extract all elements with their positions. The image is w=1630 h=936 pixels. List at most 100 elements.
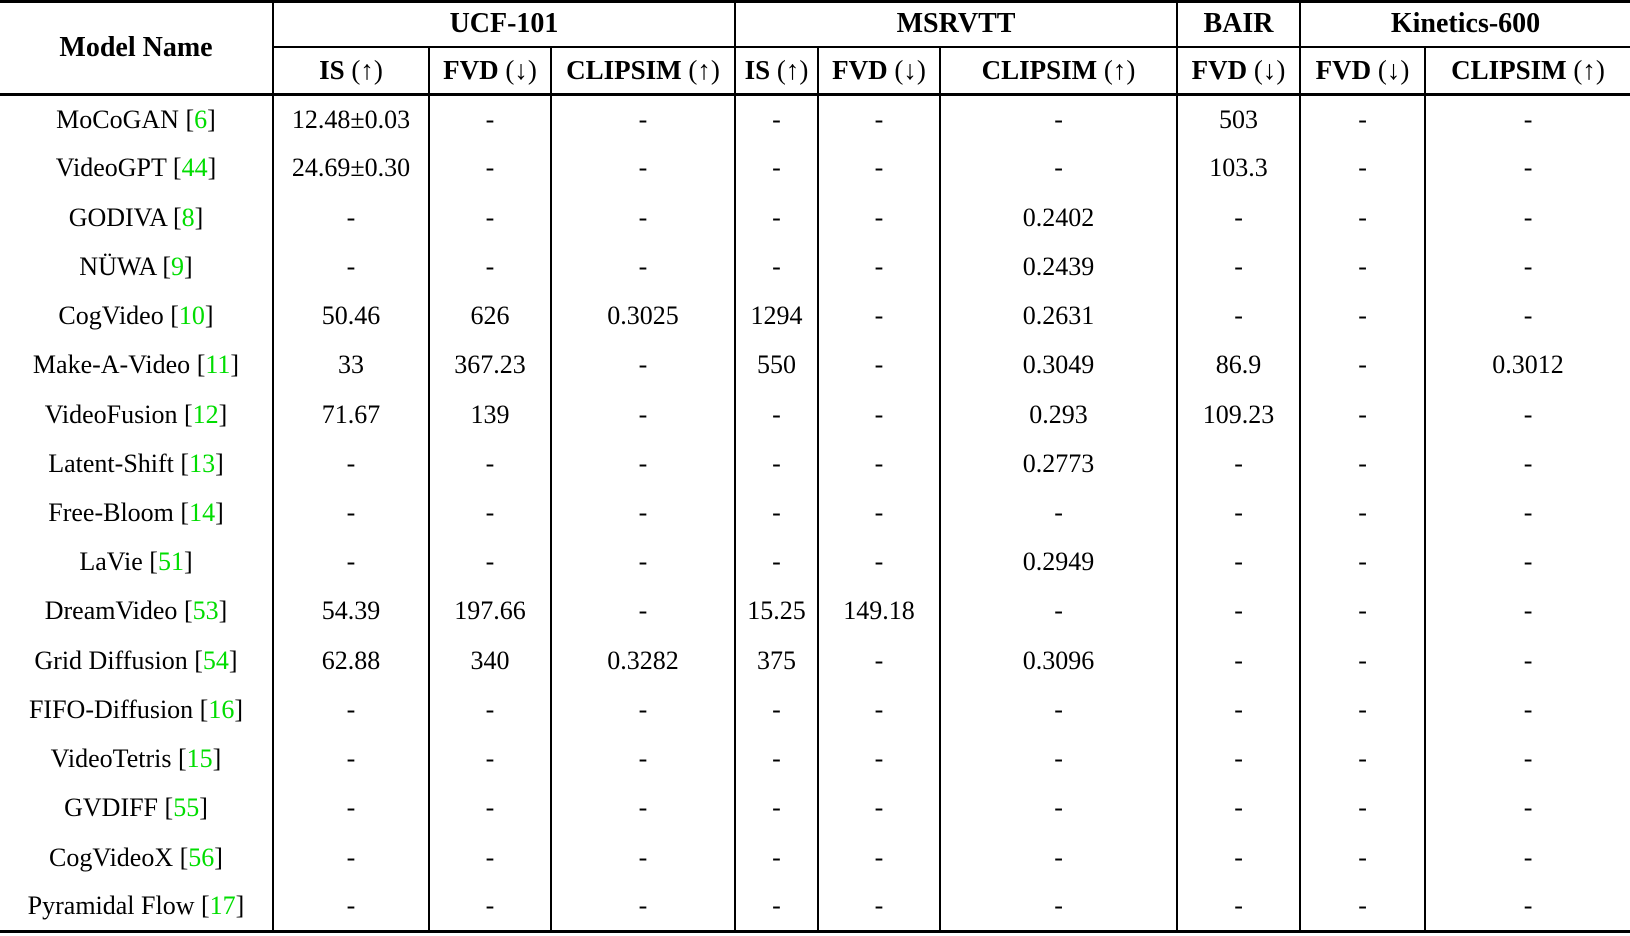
group-header-msrvtt: MSRVTT xyxy=(734,1,1178,48)
value-cell: - xyxy=(939,586,1178,637)
value-cell: - xyxy=(1424,192,1630,243)
value-cell: 15.25 xyxy=(734,586,819,637)
table-row: Grid Diffusion [54] 62.88 340 0.3282 375-0.3… xyxy=(0,636,1630,686)
citation-link[interactable]: 9 xyxy=(171,251,185,281)
value-cell: - xyxy=(272,734,429,784)
citation-link[interactable]: 10 xyxy=(178,301,205,331)
citation-bracket-close: ] xyxy=(212,744,222,774)
value-cell: - xyxy=(1424,143,1630,193)
metric-header-msrvtt-is: IS (↑) xyxy=(734,46,819,96)
citation-bracket-open: [ xyxy=(199,694,209,724)
value-cell: - xyxy=(939,783,1178,834)
citation-bracket-open: [ xyxy=(177,744,187,774)
citation-bracket-open: [ xyxy=(185,104,195,134)
model-name-header: Model Name xyxy=(0,1,273,96)
citation-link[interactable]: 14 xyxy=(189,497,216,527)
metric-header-ucf-101-fvd: FVD (↓) xyxy=(428,46,551,96)
down-arrow-icon: (↓) xyxy=(1253,54,1286,85)
value-cell: - xyxy=(734,833,819,883)
citation-bracket-close: ] xyxy=(234,694,244,724)
citation-link[interactable]: 8 xyxy=(181,202,195,232)
citation-bracket-close: ] xyxy=(207,153,217,183)
value-cell: 12.48±0.03 xyxy=(272,94,429,144)
value-cell: - xyxy=(1176,882,1301,932)
value-cell: - xyxy=(817,537,941,587)
value-cell: 626 xyxy=(428,291,551,341)
citation-link[interactable]: 13 xyxy=(189,448,216,478)
citation-bracket-open: [ xyxy=(183,399,193,429)
value-cell: - xyxy=(428,882,551,932)
value-cell: - xyxy=(1299,734,1426,784)
value-cell: - xyxy=(1424,537,1630,587)
citation-link[interactable]: 16 xyxy=(208,694,235,724)
value-cell: - xyxy=(1424,685,1630,735)
citation-link[interactable]: 51 xyxy=(157,547,184,577)
value-cell: 0.2402 xyxy=(939,192,1178,243)
value-cell: 503 xyxy=(1176,94,1301,144)
value-cell: 103.3 xyxy=(1176,143,1301,193)
value-cell: - xyxy=(1299,636,1426,686)
value-cell: 54.39 xyxy=(272,586,429,637)
citation-bracket-close: ] xyxy=(228,645,238,675)
metric-header-kinetics-600-clipsim: CLIPSIM (↑) xyxy=(1424,46,1630,96)
model-name: FIFO-Diffusion xyxy=(28,694,200,724)
table-row: GODIVA [8] - - - - -0.2402- - - xyxy=(0,192,1630,243)
value-cell: - xyxy=(549,439,736,489)
model-name-cell: VideoGPT [44] xyxy=(0,144,273,193)
value-cell: - xyxy=(1299,882,1426,932)
value-cell: - xyxy=(817,783,941,834)
value-cell: - xyxy=(1299,586,1426,637)
table-row: MoCoGAN [6] 12.48±0.03- - - - -503- - xyxy=(0,94,1630,144)
value-cell: - xyxy=(428,439,551,489)
value-cell: - xyxy=(734,882,819,932)
value-cell: - xyxy=(1424,291,1630,341)
value-cell: - xyxy=(272,439,429,489)
citation-bracket-close: ] xyxy=(215,497,224,527)
citation-bracket-close: ] xyxy=(218,399,228,429)
value-cell: - xyxy=(1424,636,1630,686)
citation-link[interactable]: 44 xyxy=(181,153,208,183)
metric-name: IS xyxy=(744,54,777,85)
citation-bracket-close: ] xyxy=(235,891,245,921)
metric-name: CLIPSIM xyxy=(981,54,1104,85)
value-cell: - xyxy=(734,94,819,144)
value-cell: - xyxy=(817,143,941,193)
model-name-cell: Pyramidal Flow [17] xyxy=(0,882,273,931)
value-cell: 0.3282 xyxy=(549,636,736,686)
value-cell: - xyxy=(1424,882,1630,932)
metric-name: FVD xyxy=(1315,54,1378,85)
citation-link[interactable]: 11 xyxy=(205,350,231,380)
citation-link[interactable]: 17 xyxy=(209,891,236,921)
citation-link[interactable]: 6 xyxy=(194,104,208,134)
citation-link[interactable]: 56 xyxy=(188,842,215,872)
citation-link[interactable]: 53 xyxy=(192,596,219,626)
value-cell: - xyxy=(428,537,551,587)
citation-link[interactable]: 12 xyxy=(192,399,219,429)
citation-bracket-close: ] xyxy=(218,596,228,626)
value-cell: - xyxy=(939,685,1178,735)
value-cell: - xyxy=(1176,586,1301,637)
value-cell: 0.3049 xyxy=(939,340,1178,390)
up-arrow-icon: (↑) xyxy=(776,54,809,85)
value-cell: - xyxy=(1299,143,1426,193)
value-cell: - xyxy=(817,439,941,489)
citation-bracket-close: ] xyxy=(215,448,224,478)
citation-bracket-open: [ xyxy=(180,448,190,478)
value-cell: 50.46 xyxy=(272,291,429,341)
value-cell: 550 xyxy=(734,340,819,390)
value-cell: - xyxy=(1176,192,1301,243)
model-name: VideoGPT xyxy=(55,153,173,183)
value-cell: - xyxy=(272,833,429,883)
citation-bracket-open: [ xyxy=(196,350,206,380)
model-name: VideoFusion xyxy=(44,399,184,429)
value-cell: 0.2631 xyxy=(939,291,1178,341)
value-cell: 24.69±0.30 xyxy=(272,143,429,193)
value-cell: - xyxy=(428,242,551,292)
citation-link[interactable]: 55 xyxy=(173,793,200,823)
value-cell: - xyxy=(734,143,819,193)
value-cell: - xyxy=(817,734,941,784)
group-header-row: Model Name UCF-101 MSRVTT BAIR Kinetics-… xyxy=(0,1,1630,96)
citation-link[interactable]: 15 xyxy=(186,744,213,774)
value-cell: 340 xyxy=(428,636,551,686)
citation-link[interactable]: 54 xyxy=(202,645,229,675)
